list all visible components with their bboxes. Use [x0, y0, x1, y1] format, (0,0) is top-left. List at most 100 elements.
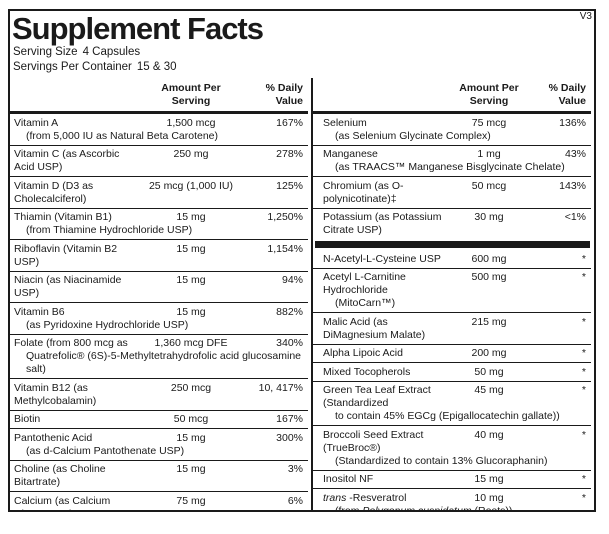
nutrient-amount: 250 mg	[173, 148, 209, 160]
nutrient-daily-value: *	[581, 365, 586, 378]
nutrient-amount: 1,360 mcg DFE	[154, 337, 228, 349]
nutrient-row: Malic Acid (as DiMagnesium Malate) 215 mg…	[313, 313, 591, 345]
nutrient-daily-value: 94%	[281, 274, 303, 286]
nutrient-name: Chromium (as O-polynicotinate)‡	[323, 179, 404, 205]
nutrient-row: Vitamin C (as Ascorbic Acid USP) 250 mg 27…	[10, 146, 308, 177]
nutrient-amount: 1 mg	[477, 148, 501, 160]
nutrient-amount: 15 mg	[474, 473, 504, 485]
nutrient-daily-value: <1%	[564, 211, 586, 223]
nutrient-name: Choline (as Choline Bitartrate)	[14, 463, 106, 488]
nutrient-name-detail: (from Thiamine Hydrochloride USP)	[26, 224, 193, 236]
nutrient-name-detail: (as Selenium Glycinate Complex)	[335, 129, 491, 142]
nutrient-daily-value: 1,250%	[267, 211, 303, 223]
nutrient-row: Alpha Lipoic Acid 200 mg *	[313, 345, 591, 363]
nutrient-daily-value: *	[581, 347, 586, 359]
servings-per-container-line: Servings Per Container 15 & 30	[13, 60, 594, 75]
nutrient-name: Calcium (as Calcium Citrate USP)	[14, 494, 111, 511]
nutrient-amount: 10 mg	[474, 491, 504, 504]
left-nutrient-rows: Vitamin A 1,500 mcg 167% (from 5,000 IU as …	[10, 114, 308, 511]
nutrient-name-detail: (MitoCarn™)	[335, 297, 396, 309]
nutrient-daily-value: 882%	[276, 305, 303, 318]
nutrient-daily-value: *	[581, 491, 586, 504]
nutrient-name: Thiamin (Vitamin B1)	[14, 211, 112, 223]
nutrient-name: Vitamin B12 (as Methylcobalamin)	[14, 381, 97, 407]
nutrient-name-detail: (from 5,000 IU as Natural Beta Carotene)	[26, 129, 219, 142]
nutrient-daily-value: 340%	[276, 337, 303, 349]
nutrient-amount: 45 mg	[474, 384, 504, 396]
nutrient-name-detail: (Standardized to contain 13% Glucoraphan…	[335, 454, 548, 467]
nutrient-daily-value: 278%	[276, 148, 303, 160]
nutrient-daily-value: 167%	[276, 413, 303, 425]
nutrient-row: Mixed Tocopherols 50 mg *	[313, 363, 591, 382]
nutrient-name-detail: (from Polygonum cuspidatum (Roots))	[335, 504, 513, 512]
nutrient-name: Riboflavin (Vitamin B2 USP)	[14, 242, 118, 268]
nutrient-row: Selenium 75 mcg 136% (as Selenium Glycinate…	[313, 114, 591, 146]
nutrient-amount: 600 mg	[471, 252, 507, 265]
nutrient-daily-value: 125%	[276, 179, 303, 192]
nutrient-row: Pantothenic Acid 15 mg 300% (as d-Calcium P…	[10, 429, 308, 461]
nutrient-name: Vitamin A	[14, 116, 59, 129]
nutrient-row: trans -Resveratrol 10 mg * (from Polygonum …	[313, 489, 591, 512]
nutrient-name: N-Acetyl-L-Cysteine USP	[323, 252, 441, 265]
nutrient-name: Broccoli Seed Extract (TrueBroc®)	[323, 428, 424, 454]
left-column-header: Amount Per Serving % Daily Value	[10, 78, 308, 114]
nutrient-amount: 250 mcg	[170, 381, 212, 394]
panel-title: Supplement Facts	[12, 11, 264, 46]
nutrient-name: Vitamin B6	[14, 305, 65, 318]
nutrient-amount: 1,500 mcg	[166, 116, 216, 129]
right-column-header: Amount Per Serving % Daily Value	[313, 78, 591, 114]
nutrient-row: Riboflavin (Vitamin B2 USP) 15 mg 1,154%	[10, 240, 308, 272]
nutrient-row: Vitamin B12 (as Methylcobalamin) 250 mcg 1…	[10, 379, 308, 411]
nutrient-amount: 40 mg	[474, 428, 504, 441]
nutrient-amount: 15 mg	[176, 242, 206, 255]
nutrient-name-detail: (as d-Calcium Pantothenate USP)	[26, 444, 185, 457]
nutrient-daily-value: *	[581, 428, 586, 441]
nutrient-row: Manganese 1 mg 43% (as TRAACS™ Manganese Bi…	[313, 146, 591, 177]
serving-size-line: Serving Size 4 Capsules	[13, 45, 594, 60]
nutrient-name: Green Tea Leaf Extract (Standardized	[323, 384, 431, 409]
nutrient-name: Niacin (as Niacinamide USP)	[14, 274, 122, 299]
amount-per-serving-header: Amount Per Serving	[161, 82, 221, 107]
nutrient-row: Vitamin A 1,500 mcg 167% (from 5,000 IU as …	[10, 114, 308, 146]
nutrient-daily-value: *	[581, 271, 586, 283]
nutrient-amount: 15 mg	[176, 431, 206, 444]
nutrient-daily-value: 167%	[276, 116, 303, 129]
nutrient-row: N-Acetyl-L-Cysteine USP 600 mg *	[313, 250, 591, 269]
nutrient-daily-value: *	[581, 252, 586, 265]
nutrient-row: Green Tea Leaf Extract (Standardized 45 m…	[313, 382, 591, 426]
servings-per-container-label: Servings Per Container	[13, 61, 132, 73]
nutrient-name: Inositol NF	[323, 473, 374, 485]
nutrient-row: Choline (as Choline Bitartrate) 15 mg 3%	[10, 461, 308, 492]
supplement-facts-panel: V3 Supplement Facts Serving Size 4 Capsul…	[8, 9, 596, 512]
nutrient-amount: 15 mg	[176, 211, 206, 223]
serving-size-label: Serving Size	[13, 46, 78, 58]
nutrient-name: trans -Resveratrol	[323, 491, 407, 504]
nutrient-daily-value: *	[581, 315, 586, 328]
amount-per-serving-header: Amount Per Serving	[459, 82, 519, 107]
nutrient-name: Vitamin D (D3 as Cholecalciferol)	[14, 179, 94, 205]
right-column: Amount Per Serving % Daily Value Seleniu…	[311, 78, 594, 512]
nutrient-name: Mixed Tocopherols	[323, 365, 411, 378]
nutrient-row: Chromium (as O-polynicotinate)‡ 50 mcg 143…	[313, 177, 591, 209]
nutrient-daily-value: 1,154%	[267, 242, 303, 255]
nutrient-row: Vitamin D (D3 as Cholecalciferol) 25 mcg …	[10, 177, 308, 209]
nutrient-daily-value: 6%	[287, 494, 303, 507]
nutrient-name-detail: to contain 45% EGCg (Epigallocatechin ga…	[335, 410, 560, 422]
nutrient-row: Inositol NF 15 mg *	[313, 471, 591, 489]
nutrient-name: Potassium (as Potassium Citrate USP)	[323, 211, 442, 236]
nutrient-row: Folate (from 800 mcg as 1,360 mcg DFE 340%…	[10, 335, 308, 379]
version-label: V3	[579, 11, 592, 22]
daily-value-header: % Daily Value	[548, 82, 586, 107]
nutrient-daily-value: 3%	[287, 463, 303, 475]
nutrient-name: Malic Acid (as DiMagnesium Malate)	[323, 315, 426, 341]
nutrient-daily-value: 136%	[559, 116, 586, 129]
nutrient-row: Thiamin (Vitamin B1) 15 mg 1,250% (from Thi…	[10, 209, 308, 240]
serving-size-value: 4 Capsules	[82, 46, 141, 58]
servings-per-container-value: 15 & 30	[136, 61, 177, 73]
nutrient-amount: 15 mg	[176, 305, 206, 318]
nutrient-daily-value: *	[581, 384, 586, 396]
nutrient-amount: 215 mg	[471, 315, 507, 328]
nutrient-name: Vitamin C (as Ascorbic Acid USP)	[14, 148, 120, 173]
nutrient-daily-value: 300%	[276, 431, 303, 444]
nutrient-name: Folate (from 800 mcg as	[14, 337, 128, 349]
